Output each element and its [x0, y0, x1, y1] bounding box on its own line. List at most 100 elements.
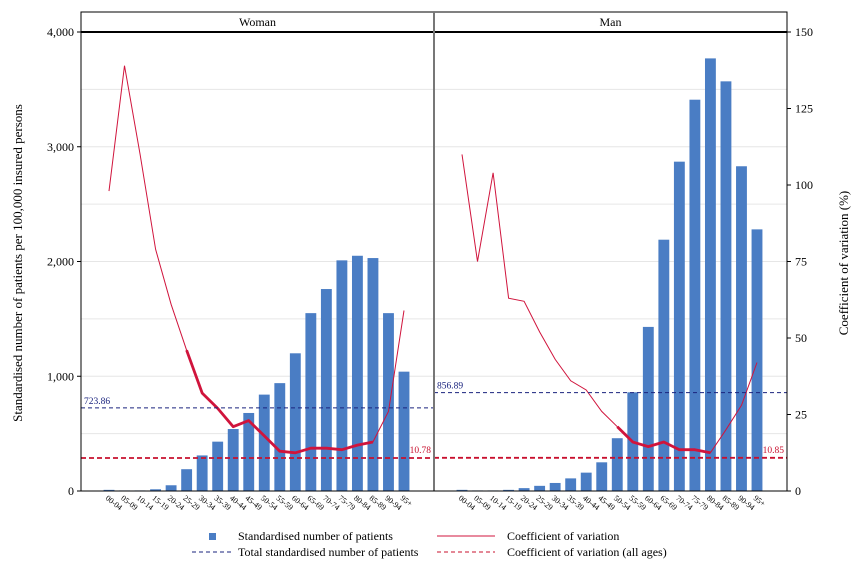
legend-item: Standardised number of patients: [209, 529, 393, 543]
category-label: 40-44: [228, 493, 248, 512]
category-label: 35-39: [212, 493, 232, 512]
cv-line-bold: [616, 425, 711, 455]
bar: [736, 166, 747, 491]
bar: [367, 258, 379, 491]
category-label: 30-34: [197, 493, 217, 512]
category-label: 65-69: [659, 493, 679, 512]
category-label: 50-54: [612, 493, 632, 512]
bar: [351, 255, 363, 491]
category-label: 25-29: [534, 493, 554, 512]
bar: [150, 489, 162, 491]
category-label: 05-09: [119, 493, 139, 512]
bar: [243, 412, 255, 491]
y2-tick-label: 25: [795, 408, 807, 422]
bar: [274, 383, 286, 491]
category-label: 30-34: [550, 493, 570, 512]
y-tick-label: 1,000: [47, 369, 74, 383]
total-reference-label: 856.89: [437, 382, 463, 392]
category-label: 80-84: [705, 493, 725, 512]
bar: [549, 482, 561, 491]
panel-title: Man: [600, 15, 622, 29]
category-label: 75-79: [690, 493, 710, 512]
y2-tick-label: 125: [795, 102, 813, 116]
bar: [751, 229, 763, 491]
panel-woman: 723.86 10.78 00-0405-0910-1415-1920-2425-2…: [80, 11, 435, 512]
legend: Standardised number of patients Coefficie…: [192, 529, 667, 559]
category-label: 40-44: [581, 493, 601, 512]
bar: [673, 161, 685, 492]
panel-man: 856.89 10.85 00-0405-0910-1415-1920-2425-2…: [433, 11, 788, 512]
panels: 723.8610.7800-0405-0910-1415-1920-2425-2…: [80, 11, 788, 512]
bar: [658, 239, 670, 491]
category-label: 50-54: [259, 493, 279, 512]
bar: [580, 472, 592, 491]
category-label: 85-89: [368, 493, 388, 512]
legend-label: Total standardised number of patients: [238, 545, 419, 559]
legend-label: Coefficient of variation (all ages): [507, 545, 667, 559]
axes: 0 1,000 2,000 3,000 4,000 0 25 50 75 100 125 150: [47, 12, 813, 498]
category-label: 45-49: [596, 493, 616, 512]
y2-tick-label: 100: [795, 178, 813, 192]
category-label: 55-59: [275, 493, 295, 512]
y2-axis-title: Coefficient of variation (%): [836, 191, 851, 336]
bar: [596, 462, 608, 491]
category-label: 15-19: [503, 493, 523, 512]
bar: [320, 289, 332, 491]
y2-tick-label: 75: [795, 255, 807, 269]
bar: [336, 260, 348, 491]
category-label: 90-94: [736, 493, 756, 512]
bar: [305, 313, 317, 491]
bar: [642, 326, 654, 491]
bar: [289, 353, 301, 491]
legend-label: Coefficient of variation: [507, 529, 619, 543]
category-label: 15-19: [150, 493, 170, 512]
bar: [196, 455, 208, 491]
category-label: 00-04: [457, 493, 477, 512]
y2-tick-label: 0: [795, 484, 801, 498]
category-label: 75-79: [337, 493, 357, 512]
legend-item: Total standardised number of patients: [192, 545, 419, 559]
y-tick-label: 2,000: [47, 255, 74, 269]
legend-item: Coefficient of variation (all ages): [437, 545, 667, 559]
bar: [704, 58, 716, 492]
bar: [503, 489, 515, 491]
y2-tick-label: 150: [795, 25, 813, 39]
category-label: 00-04: [104, 493, 124, 512]
category-label: 60-64: [643, 493, 663, 512]
bar: [398, 371, 410, 491]
bar: [258, 394, 270, 491]
bar: [227, 429, 239, 491]
y-tick-label: 0: [68, 484, 74, 498]
legend-label: Standardised number of patients: [238, 529, 393, 543]
category-label: 10-14: [488, 493, 508, 512]
category-label: 85-89: [721, 493, 741, 512]
category-label: 70-74: [321, 493, 341, 512]
bar: [165, 485, 177, 491]
category-label: 20-24: [166, 493, 186, 512]
cv-all-ages-label: 10.85: [763, 446, 785, 456]
category-label: 25-29: [181, 493, 201, 512]
y-tick-label: 4,000: [47, 25, 74, 39]
y-axis-title: Standardised number of patients per 100,…: [10, 104, 25, 422]
bar: [383, 313, 394, 491]
total-reference-label: 723.86: [84, 397, 110, 407]
category-label: 45-49: [243, 493, 263, 512]
category-label: 20-24: [519, 493, 539, 512]
category-label: 80-84: [352, 493, 372, 512]
category-label: 60-64: [290, 493, 310, 512]
bar: [456, 489, 468, 491]
category-label: 55-59: [628, 493, 648, 512]
bar: [212, 441, 224, 491]
bar: [181, 469, 193, 491]
category-label: 10-14: [135, 493, 155, 512]
bar: [611, 438, 623, 491]
cv-all-ages-label: 10.78: [410, 446, 432, 456]
category-label: 65-69: [306, 493, 326, 512]
bar: [689, 99, 701, 491]
category-label: 05-09: [472, 493, 492, 512]
bar: [518, 488, 530, 491]
category-label: 70-74: [674, 493, 694, 512]
bar: [565, 478, 577, 491]
bar: [534, 485, 546, 491]
